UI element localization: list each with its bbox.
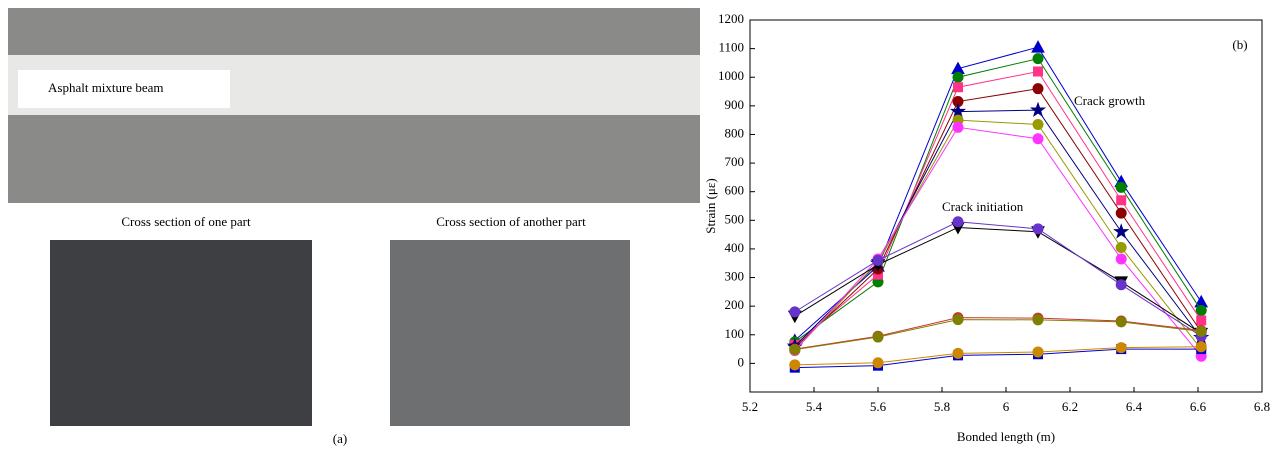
series-line [794, 221, 1202, 337]
marker [1115, 316, 1127, 328]
series-line [794, 58, 1202, 343]
section-photo [50, 240, 312, 426]
marker [872, 357, 884, 369]
marker [1032, 223, 1044, 235]
panel-label: (b) [1232, 37, 1247, 52]
marker [872, 254, 884, 266]
marker [789, 344, 801, 356]
marker [1116, 195, 1127, 206]
marker [1032, 118, 1044, 130]
y-tick-label: 1100 [718, 40, 744, 55]
section-photo [390, 240, 630, 426]
annotation: Crack initiation [942, 199, 1024, 214]
marker [952, 347, 964, 359]
series-line [794, 88, 1202, 349]
x-tick-label: 5.6 [870, 399, 887, 414]
series-line [794, 70, 1202, 346]
marker [789, 306, 801, 318]
annotation: Crack growth [1074, 93, 1146, 108]
marker [1032, 346, 1044, 358]
marker [1113, 223, 1130, 239]
y-tick-label: 500 [725, 211, 745, 226]
series-line [794, 226, 1202, 334]
photo-caption: Cross section of another part [436, 214, 586, 229]
x-tick-label: 6 [1003, 399, 1010, 414]
y-tick-label: 400 [725, 240, 745, 255]
y-tick-label: 600 [725, 183, 745, 198]
marker [1029, 101, 1047, 118]
marker [1031, 40, 1045, 53]
x-tick-label: 5.4 [806, 399, 823, 414]
marker [1195, 304, 1207, 316]
series-line [794, 46, 1202, 341]
x-tick-label: 6.4 [1126, 399, 1143, 414]
marker [1195, 325, 1207, 337]
y-tick-label: 200 [725, 297, 745, 312]
y-tick-label: 900 [725, 97, 745, 112]
marker [1032, 133, 1044, 145]
x-axis-label: Bonded length (m) [957, 429, 1055, 444]
marker [952, 314, 964, 326]
marker [952, 71, 964, 83]
y-tick-label: 800 [725, 125, 745, 140]
series-line [794, 348, 1202, 369]
marker [1115, 253, 1127, 265]
series-line [794, 119, 1202, 351]
series-line [794, 126, 1202, 357]
label-box [18, 70, 230, 108]
panel-label: (a) [333, 431, 347, 446]
y-tick-label: 0 [738, 354, 745, 369]
marker [952, 216, 964, 228]
marker [952, 121, 964, 133]
x-tick-label: 5.8 [934, 399, 950, 414]
y-tick-label: 1000 [718, 68, 744, 83]
marker [1115, 207, 1127, 219]
y-tick-label: 1200 [718, 11, 744, 26]
y-tick-label: 700 [725, 154, 745, 169]
photo-caption: Cross section of one part [121, 214, 251, 229]
marker [789, 359, 801, 371]
beam-label: Asphalt mixture beam [48, 80, 164, 95]
marker [953, 82, 963, 93]
marker [1032, 314, 1044, 326]
marker [1033, 66, 1043, 77]
y-axis-label: Strain (με) [703, 178, 718, 233]
series-line [794, 319, 1202, 351]
x-tick-label: 5.2 [742, 399, 758, 414]
series-line [794, 346, 1202, 366]
x-tick-label: 6.2 [1062, 399, 1078, 414]
marker [872, 331, 884, 343]
marker [1115, 241, 1127, 253]
y-tick-label: 300 [725, 269, 745, 284]
marker [1115, 342, 1127, 354]
marker [1196, 315, 1207, 326]
x-tick-label: 6.8 [1254, 399, 1270, 414]
series-line [794, 317, 1202, 350]
x-tick-label: 6.6 [1190, 399, 1207, 414]
marker [1115, 181, 1127, 193]
marker [1032, 53, 1044, 65]
marker [1115, 279, 1127, 291]
marker [949, 103, 967, 119]
marker [1195, 341, 1207, 353]
marker [1032, 83, 1044, 95]
y-tick-label: 100 [725, 326, 745, 341]
